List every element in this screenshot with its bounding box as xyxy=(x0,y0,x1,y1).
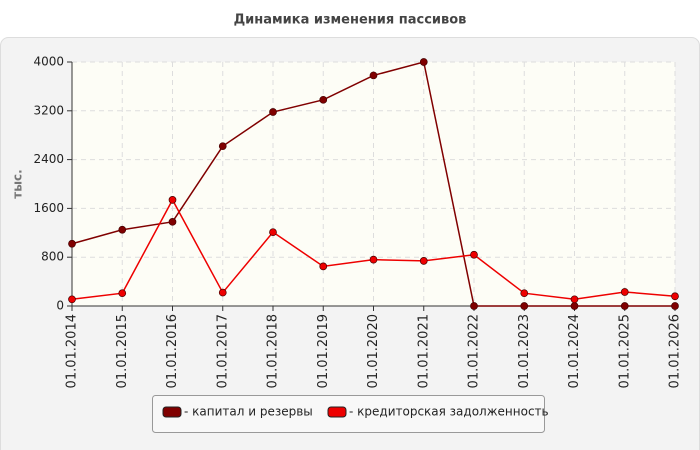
x-tick-label: 01.01.2019 xyxy=(316,314,331,388)
data-point xyxy=(520,289,529,298)
x-tick-label: 01.01.2025 xyxy=(617,314,632,388)
data-point xyxy=(620,288,629,296)
legend-label: - кредиторская задолженность xyxy=(349,405,549,419)
y-tick-label: 0 xyxy=(56,299,64,313)
x-tick-label: 01.01.2020 xyxy=(366,314,381,388)
data-point xyxy=(419,257,428,265)
data-point xyxy=(269,228,277,237)
data-point xyxy=(671,292,679,301)
x-tick-label: 01.01.2021 xyxy=(416,314,431,388)
data-point xyxy=(68,295,76,304)
legend-label: - капитал и резервы xyxy=(184,405,313,419)
data-point xyxy=(570,295,579,304)
x-tick-label: 01.01.2024 xyxy=(567,314,582,388)
data-point xyxy=(319,95,328,104)
y-tick-label: 1600 xyxy=(33,201,64,215)
x-tick-label: 01.01.2018 xyxy=(266,314,281,388)
y-tick-label: 4000 xyxy=(33,55,64,69)
x-tick-label: 01.01.2023 xyxy=(517,314,532,388)
x-tick-label: 01.01.2017 xyxy=(215,314,230,388)
data-point xyxy=(570,302,579,310)
x-tick-label: 01.01.2016 xyxy=(165,314,180,388)
data-point xyxy=(520,302,529,310)
data-point xyxy=(369,71,378,80)
data-point xyxy=(218,288,227,297)
x-tick-label: 01.01.2014 xyxy=(65,314,80,388)
data-point xyxy=(118,289,127,298)
data-point xyxy=(68,239,76,248)
data-point xyxy=(269,108,277,116)
legend xyxy=(152,395,545,433)
legend-swatch xyxy=(162,406,182,418)
chart-title: Динамика изменения пассивов xyxy=(234,13,467,28)
y-axis-label: тыс. xyxy=(11,169,25,198)
data-point xyxy=(671,302,679,310)
legend-swatch xyxy=(327,406,347,418)
data-point xyxy=(369,255,378,264)
x-tick-label: 01.01.2015 xyxy=(115,314,130,388)
y-tick-label: 800 xyxy=(41,250,64,264)
x-tick-label: 01.01.2022 xyxy=(467,314,482,388)
y-tick-label: 3200 xyxy=(33,103,64,117)
data-point xyxy=(620,302,629,310)
data-point xyxy=(168,217,177,226)
y-tick-label: 2400 xyxy=(33,152,64,166)
data-point xyxy=(470,250,478,259)
data-point xyxy=(319,262,328,271)
data-point xyxy=(118,225,127,234)
data-point xyxy=(218,142,227,151)
data-point xyxy=(470,302,478,310)
data-point xyxy=(419,58,428,66)
x-tick-label: 01.01.2026 xyxy=(668,314,683,388)
data-point xyxy=(168,196,177,204)
